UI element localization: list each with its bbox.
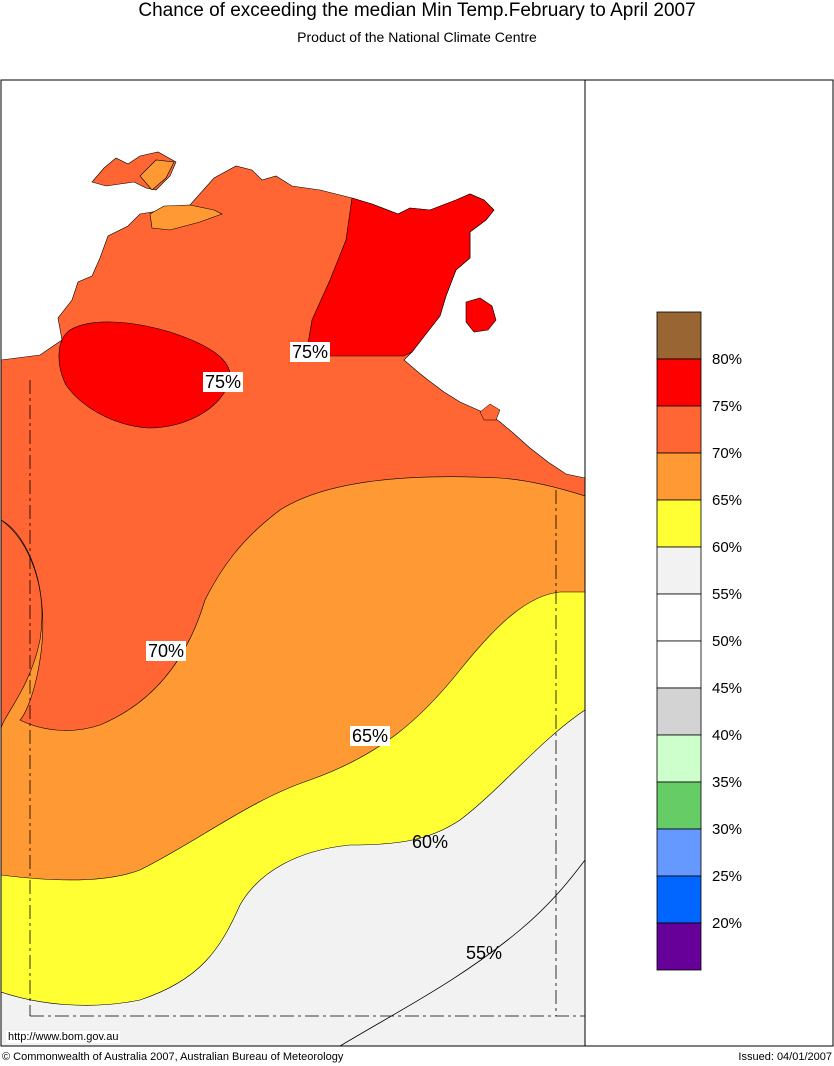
zone-55	[1, 709, 585, 1046]
contour-label-60: 60%	[412, 832, 449, 852]
legend-label-80: 80%	[712, 351, 743, 368]
legend-label-35: 35%	[712, 774, 743, 791]
legend-swatch	[656, 687, 702, 736]
map-title: Chance of exceeding the median Min Temp.…	[138, 0, 696, 21]
legend-label-45: 45%	[712, 680, 743, 697]
legend-swatch	[656, 640, 702, 689]
legend-swatch	[656, 311, 702, 360]
zone-75-west	[58, 321, 231, 429]
legend-swatch	[656, 405, 702, 454]
issued-date: Issued: 04/01/2007	[738, 1051, 832, 1063]
legend-swatch	[656, 499, 702, 548]
legend-swatch	[656, 452, 702, 501]
contour-50-line	[339, 859, 585, 1046]
contour-label-55: 55%	[466, 943, 503, 963]
contour-label-70: 70%	[146, 641, 187, 661]
contour-label-75-east: 75%	[290, 342, 331, 362]
peninsula-orange	[149, 204, 223, 231]
legend	[656, 311, 702, 971]
legend-panel-frame	[584, 79, 834, 1047]
legend-label-40: 40%	[712, 727, 743, 744]
legend-swatch	[656, 734, 702, 783]
legend-label-30: 30%	[712, 821, 743, 838]
copyright-text: © Commonwealth of Australia 2007, Austra…	[2, 1051, 344, 1063]
island-small	[479, 403, 501, 421]
legend-swatch	[656, 546, 702, 595]
legend-label-55: 55%	[712, 586, 743, 603]
legend-label-65: 65%	[712, 492, 743, 509]
legend-label-50: 50%	[712, 633, 743, 650]
legend-swatch	[656, 875, 702, 924]
contour-label-65: 65%	[350, 726, 391, 746]
map-subtitle: Product of the National Climate Centre	[297, 29, 537, 45]
source-url: http://www.bom.gov.au	[6, 1031, 121, 1043]
map-panel	[1, 80, 585, 1046]
legend-swatch	[656, 828, 702, 877]
legend-label-25: 25%	[712, 868, 743, 885]
legend-swatch	[656, 593, 702, 642]
legend-label-70: 70%	[712, 445, 743, 462]
legend-label-60: 60%	[712, 539, 743, 556]
legend-label-20: 20%	[712, 915, 743, 932]
legend-swatch	[656, 781, 702, 830]
legend-label-75: 75%	[712, 398, 743, 415]
island-groote	[465, 297, 497, 333]
legend-swatch	[656, 922, 702, 971]
legend-swatch	[656, 358, 702, 407]
island-tiwi-orange	[139, 159, 175, 191]
contour-label-75-west: 75%	[203, 372, 244, 392]
